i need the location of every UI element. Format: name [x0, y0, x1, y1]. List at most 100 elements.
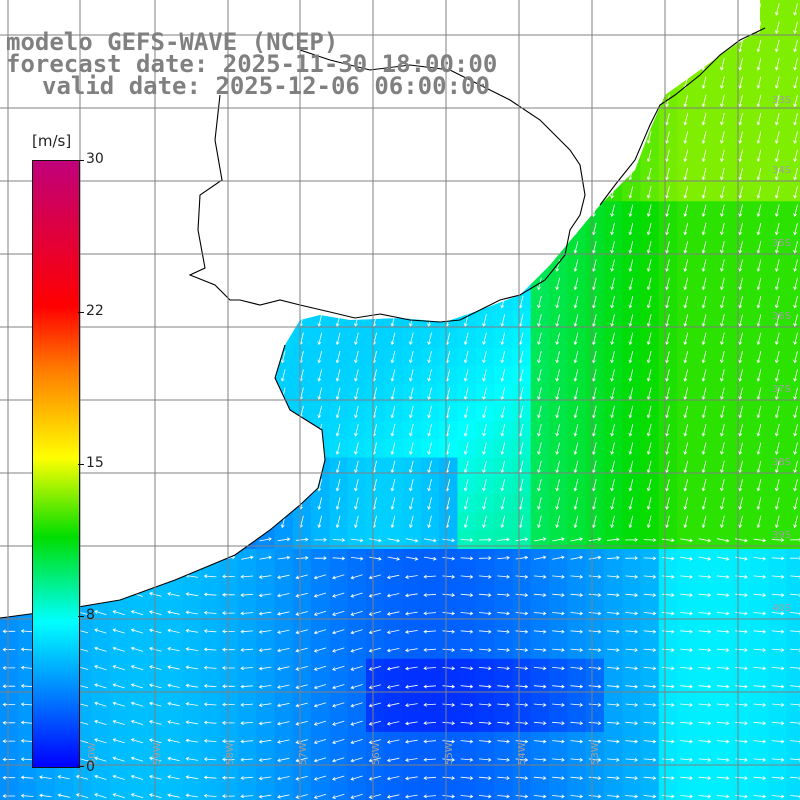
wind-arrow: [94, 665, 107, 671]
wind-arrow: [701, 369, 707, 382]
wind-arrow: [774, 442, 780, 455]
speed-cell: [786, 311, 800, 330]
wind-arrow: [738, 94, 743, 108]
wind-arrow: [533, 593, 547, 598]
wind-arrow: [130, 683, 144, 689]
wind-arrow: [793, 350, 798, 364]
wind-arrow: [408, 479, 414, 492]
wind-arrow: [683, 387, 689, 401]
wind-arrow: [774, 497, 780, 510]
wind-arrow: [240, 647, 254, 652]
wind-arrow: [2, 665, 16, 670]
wind-arrow: [497, 537, 510, 542]
wind-arrow: [463, 442, 469, 455]
wind-arrow: [756, 94, 762, 108]
wind-arrow: [698, 538, 712, 543]
wind-arrow: [683, 479, 689, 492]
wind-arrow: [478, 684, 492, 689]
wind-arrow: [683, 332, 689, 346]
wind-arrow: [167, 756, 180, 762]
wind-arrow: [610, 350, 615, 364]
wind-arrow: [240, 684, 254, 689]
wind-arrow: [555, 350, 560, 364]
wind-arrow: [753, 556, 767, 561]
wind-arrow: [478, 629, 492, 634]
wind-arrow: [793, 186, 798, 199]
wind-arrow: [591, 479, 597, 492]
wind-arrow: [2, 702, 16, 707]
wind-arrow: [478, 648, 492, 652]
lon-label: 59W: [152, 742, 163, 765]
wind-arrow: [478, 593, 492, 598]
wind-arrow: [203, 738, 217, 743]
wind-arrow: [497, 776, 510, 781]
wind-arrow: [149, 720, 162, 725]
wind-arrow: [277, 629, 290, 634]
wind-arrow: [354, 515, 359, 529]
wind-arrow: [75, 774, 89, 780]
wind-arrow: [716, 574, 730, 579]
wind-arrow: [753, 776, 767, 781]
wind-arrow: [386, 702, 400, 708]
wind-arrow: [94, 683, 107, 689]
wind-arrow: [790, 537, 800, 542]
wind-arrow: [20, 684, 34, 688]
wind-arrow: [646, 222, 652, 236]
wind-arrow: [774, 39, 780, 53]
wind-arrow: [698, 684, 712, 689]
wind-arrow: [570, 757, 584, 762]
speed-cell: [786, 494, 800, 513]
wind-arrow: [533, 648, 547, 652]
wind-arrow: [500, 332, 506, 346]
wind-arrow: [258, 703, 272, 708]
wind-arrow: [350, 775, 363, 781]
wind-arrow: [427, 332, 432, 346]
wind-arrow: [258, 794, 272, 799]
wind-arrow: [552, 555, 565, 560]
wind-arrow: [386, 794, 400, 799]
wind-arrow: [332, 647, 345, 653]
wind-arrow: [295, 757, 308, 763]
wind-arrow: [793, 497, 798, 510]
wind-arrow: [665, 497, 670, 510]
wind-arrow: [738, 113, 743, 126]
wind-arrow: [720, 405, 725, 419]
wind-arrow: [680, 666, 693, 671]
wind-arrow: [314, 556, 327, 561]
wind-arrow: [368, 574, 382, 580]
wind-arrow: [460, 593, 474, 598]
wind-arrow: [537, 296, 542, 309]
speed-cell: [786, 36, 800, 56]
wind-arrow: [555, 497, 560, 510]
wind-arrow: [277, 794, 290, 799]
wind-arrow: [607, 611, 620, 616]
wind-arrow: [500, 497, 506, 510]
wind-arrow: [771, 739, 785, 744]
wind-arrow: [646, 241, 652, 254]
wind-arrow: [607, 555, 620, 560]
speed-cell: [786, 73, 800, 92]
wind-arrow: [515, 648, 529, 652]
wind-arrow: [738, 241, 743, 254]
wind-arrow: [790, 739, 800, 744]
wind-arrow: [555, 424, 560, 437]
wind-arrow: [738, 332, 743, 346]
wind-arrow: [570, 666, 584, 671]
wind-arrow: [258, 666, 272, 671]
wind-arrow: [405, 648, 418, 653]
wind-arrow: [646, 204, 652, 218]
wind-arrow: [683, 241, 689, 254]
wind-arrow: [500, 442, 506, 455]
speed-cell: [219, 786, 239, 800]
wind-arrow: [720, 314, 725, 327]
speed-cell: [73, 786, 92, 800]
wind-arrow: [793, 113, 798, 126]
wind-arrow: [774, 186, 780, 199]
wind-arrow: [222, 647, 235, 652]
wind-arrow: [533, 721, 547, 726]
colorbar-tick: [78, 766, 84, 767]
wind-arrow: [240, 757, 254, 762]
wind-arrow: [185, 647, 199, 652]
wind-arrow: [423, 593, 437, 597]
